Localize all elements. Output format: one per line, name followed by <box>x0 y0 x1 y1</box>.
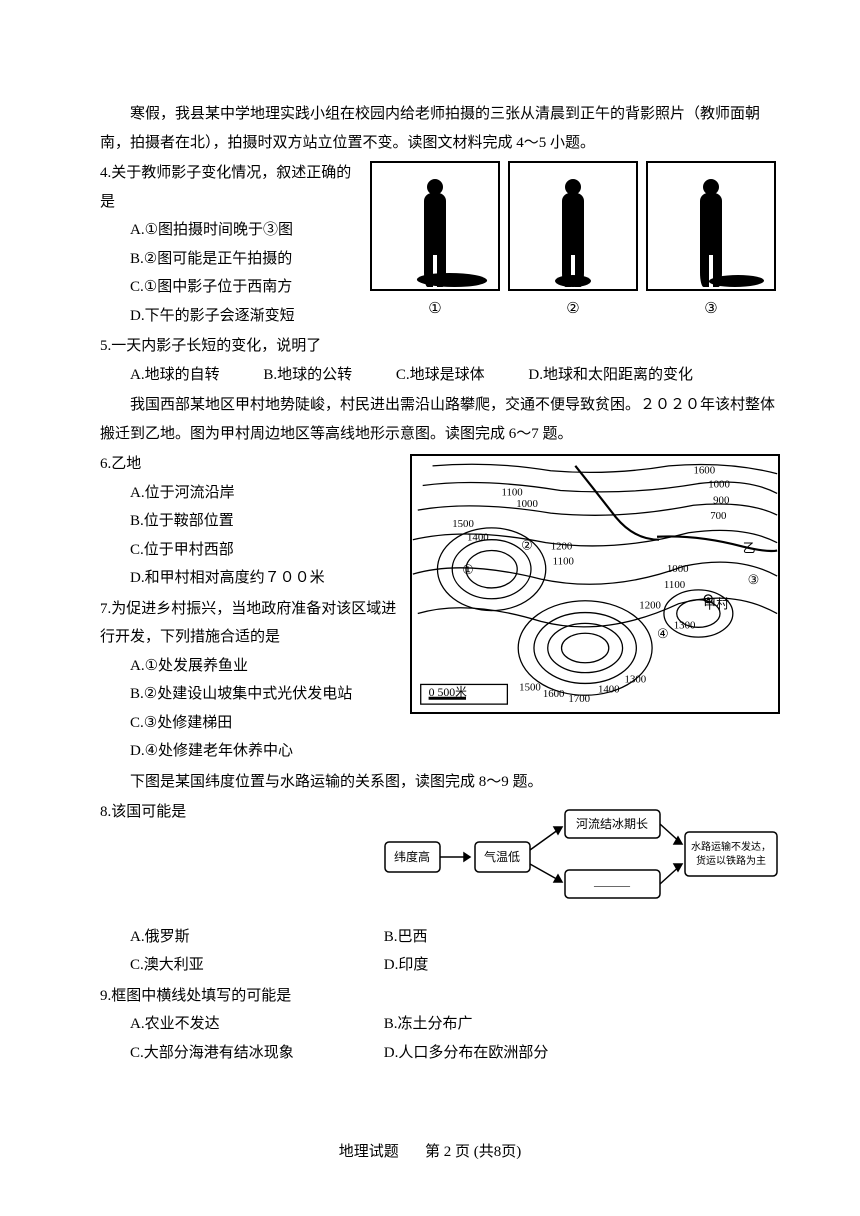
svg-text:货运以铁路为主: 货运以铁路为主 <box>696 854 766 867</box>
svg-text:1500: 1500 <box>452 518 474 530</box>
panel-label-1: ① <box>370 295 500 324</box>
svg-text:④: ④ <box>657 627 668 641</box>
q9-stem: 9.框图中横线处填写的可能是 <box>100 982 780 1011</box>
svg-text:②: ② <box>521 539 532 553</box>
svg-text:1400: 1400 <box>598 683 620 695</box>
svg-text:1300: 1300 <box>674 619 696 631</box>
svg-text:1100: 1100 <box>501 486 522 498</box>
q8-opt-d: D.印度 <box>384 951 634 980</box>
question-9: 9.框图中横线处填写的可能是 A.农业不发达 B.冻土分布广 C.大部分海港有结… <box>100 982 780 1068</box>
svg-text:1600: 1600 <box>693 465 715 477</box>
footer-total: (共8页) <box>474 1144 522 1160</box>
q5-stem: 5.一天内影子长短的变化，说明了 <box>100 332 780 361</box>
svg-text:1600: 1600 <box>543 688 565 700</box>
svg-text:1400: 1400 <box>467 532 489 544</box>
svg-text:1000: 1000 <box>708 479 730 491</box>
q5-opt-a: A.地球的自转 <box>130 361 220 390</box>
footer-subject: 地理试题 <box>339 1144 399 1160</box>
svg-text:气温低: 气温低 <box>484 849 520 864</box>
svg-text:河流结冰期长: 河流结冰期长 <box>576 817 648 831</box>
q9-opt-a: A.农业不发达 <box>130 1010 380 1039</box>
q9-opt-c: C.大部分海港有结冰现象 <box>130 1039 380 1068</box>
panel-3 <box>646 161 776 291</box>
panel-label-2: ② <box>508 295 638 324</box>
svg-text:纬度高: 纬度高 <box>394 849 430 864</box>
intro-2: 我国西部某地区甲村地势陡峻，村民进出需沿山路攀爬，交通不便导致贫困。２０２０年该… <box>100 391 780 448</box>
panel-2 <box>508 161 638 291</box>
svg-text:1300: 1300 <box>625 673 647 685</box>
q8-opt-b: B.巴西 <box>384 923 634 952</box>
svg-text:水路运输不发达，: 水路运输不发达， <box>691 840 771 853</box>
svg-text:1100: 1100 <box>664 579 685 591</box>
svg-text:1200: 1200 <box>639 600 661 612</box>
svg-text:900: 900 <box>713 494 729 506</box>
contour-map: 1600 1000 900 700 1100 1000 1500 1400 12… <box>410 454 780 714</box>
shadow-figure: ① ② ③ <box>370 161 780 324</box>
svg-text:1200: 1200 <box>551 541 573 553</box>
flow-diagram: 纬度高 气温低 河流结冰期长 ——— 水路运输不发达， 货运以铁路为主 <box>380 802 780 923</box>
footer-page: 第 2 页 <box>425 1144 470 1160</box>
q8-opt-a: A.俄罗斯 <box>130 923 380 952</box>
svg-text:1000: 1000 <box>667 563 689 575</box>
svg-text:①: ① <box>462 563 473 577</box>
svg-text:1000: 1000 <box>516 498 538 510</box>
svg-text:700: 700 <box>710 510 726 522</box>
panel-1 <box>370 161 500 291</box>
intro-1: 寒假，我县某中学地理实践小组在校园内给老师拍摄的三张从清晨到正午的背影照片（教师… <box>100 100 780 157</box>
svg-text:乙: 乙 <box>743 541 756 555</box>
svg-text:1700: 1700 <box>568 693 590 705</box>
q5-opt-c: C.地球是球体 <box>396 361 485 390</box>
svg-text:1100: 1100 <box>553 555 574 567</box>
svg-text:③: ③ <box>748 573 759 587</box>
panel-label-3: ③ <box>646 295 776 324</box>
question-5: 5.一天内影子长短的变化，说明了 A.地球的自转 B.地球的公转 C.地球是球体… <box>100 332 780 389</box>
svg-text:0 500米: 0 500米 <box>429 685 468 699</box>
q9-opt-d: D.人口多分布在欧洲部分 <box>384 1039 634 1068</box>
q8-opt-c: C.澳大利亚 <box>130 951 380 980</box>
svg-text:1500: 1500 <box>519 681 541 693</box>
q5-opt-d: D.地球和太阳距离的变化 <box>528 361 693 390</box>
q5-opt-b: B.地球的公转 <box>263 361 352 390</box>
svg-text:———: ——— <box>593 878 631 892</box>
q7-opt-d: D.④处修建老年休养中心 <box>100 737 780 766</box>
intro-3: 下图是某国纬度位置与水路运输的关系图，读图完成 8～9 题。 <box>100 768 780 797</box>
page-footer: 地理试题 第 2 页 (共8页) <box>0 1138 860 1167</box>
q9-opt-b: B.冻土分布广 <box>384 1010 634 1039</box>
